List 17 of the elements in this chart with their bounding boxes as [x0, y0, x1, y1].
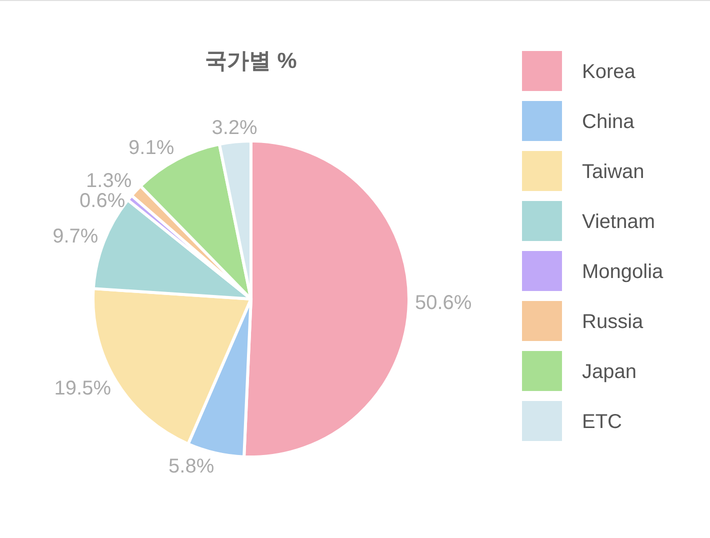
legend-label: Japan	[582, 361, 636, 383]
data-label: 5.8%	[168, 456, 214, 478]
chart-title: 국가별 %	[205, 48, 297, 73]
legend-label: Vietnam	[582, 211, 656, 233]
legend-label: China	[582, 111, 636, 133]
data-label: 19.5%	[54, 378, 112, 400]
data-label: 0.6%	[80, 190, 126, 212]
data-label: 3.2%	[212, 116, 258, 139]
data-label: 1.3%	[86, 170, 132, 192]
legend-label: Taiwan	[582, 161, 644, 183]
legend-label: Mongolia	[582, 261, 664, 283]
legend-label: ETC	[582, 411, 622, 433]
legend-label: Korea	[582, 61, 636, 83]
data-label: 9.7%	[52, 226, 98, 248]
data-label: 50.6%	[414, 292, 472, 314]
legend-label: Russia	[582, 311, 644, 333]
data-label: 9.1%	[128, 136, 174, 159]
